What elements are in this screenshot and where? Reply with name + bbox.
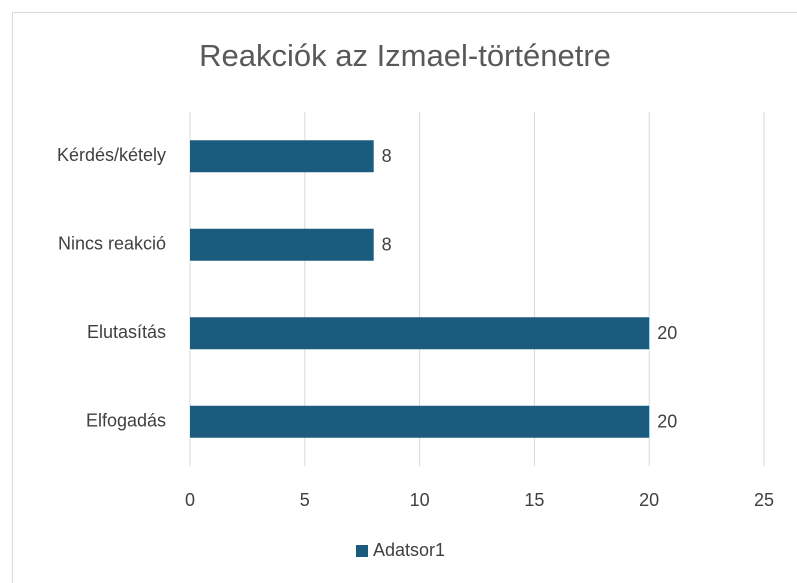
x-tick-label: 0 [185, 490, 195, 510]
x-tick-label: 10 [410, 490, 430, 510]
bar [190, 405, 650, 438]
chart-title: Reakciók az Izmael-történetre [199, 38, 611, 73]
bar [190, 228, 374, 261]
data-label: 8 [382, 235, 392, 255]
x-tick-label: 5 [300, 490, 310, 510]
bar [190, 140, 374, 173]
data-label: 20 [657, 412, 677, 432]
legend-swatch [356, 545, 368, 557]
y-tick-label: Elutasítás [87, 322, 166, 342]
chart-border [12, 12, 797, 583]
x-tick-label: 20 [639, 490, 659, 510]
data-label: 8 [382, 146, 392, 166]
data-label: 20 [657, 323, 677, 343]
x-tick-label: 25 [754, 490, 774, 510]
x-tick-label: 15 [524, 490, 544, 510]
bar [190, 317, 650, 350]
y-tick-label: Nincs reakció [58, 234, 166, 254]
y-tick-label: Elfogadás [86, 411, 166, 431]
legend-label: Adatsor1 [373, 540, 445, 560]
y-tick-label: Kérdés/kétely [57, 145, 166, 165]
